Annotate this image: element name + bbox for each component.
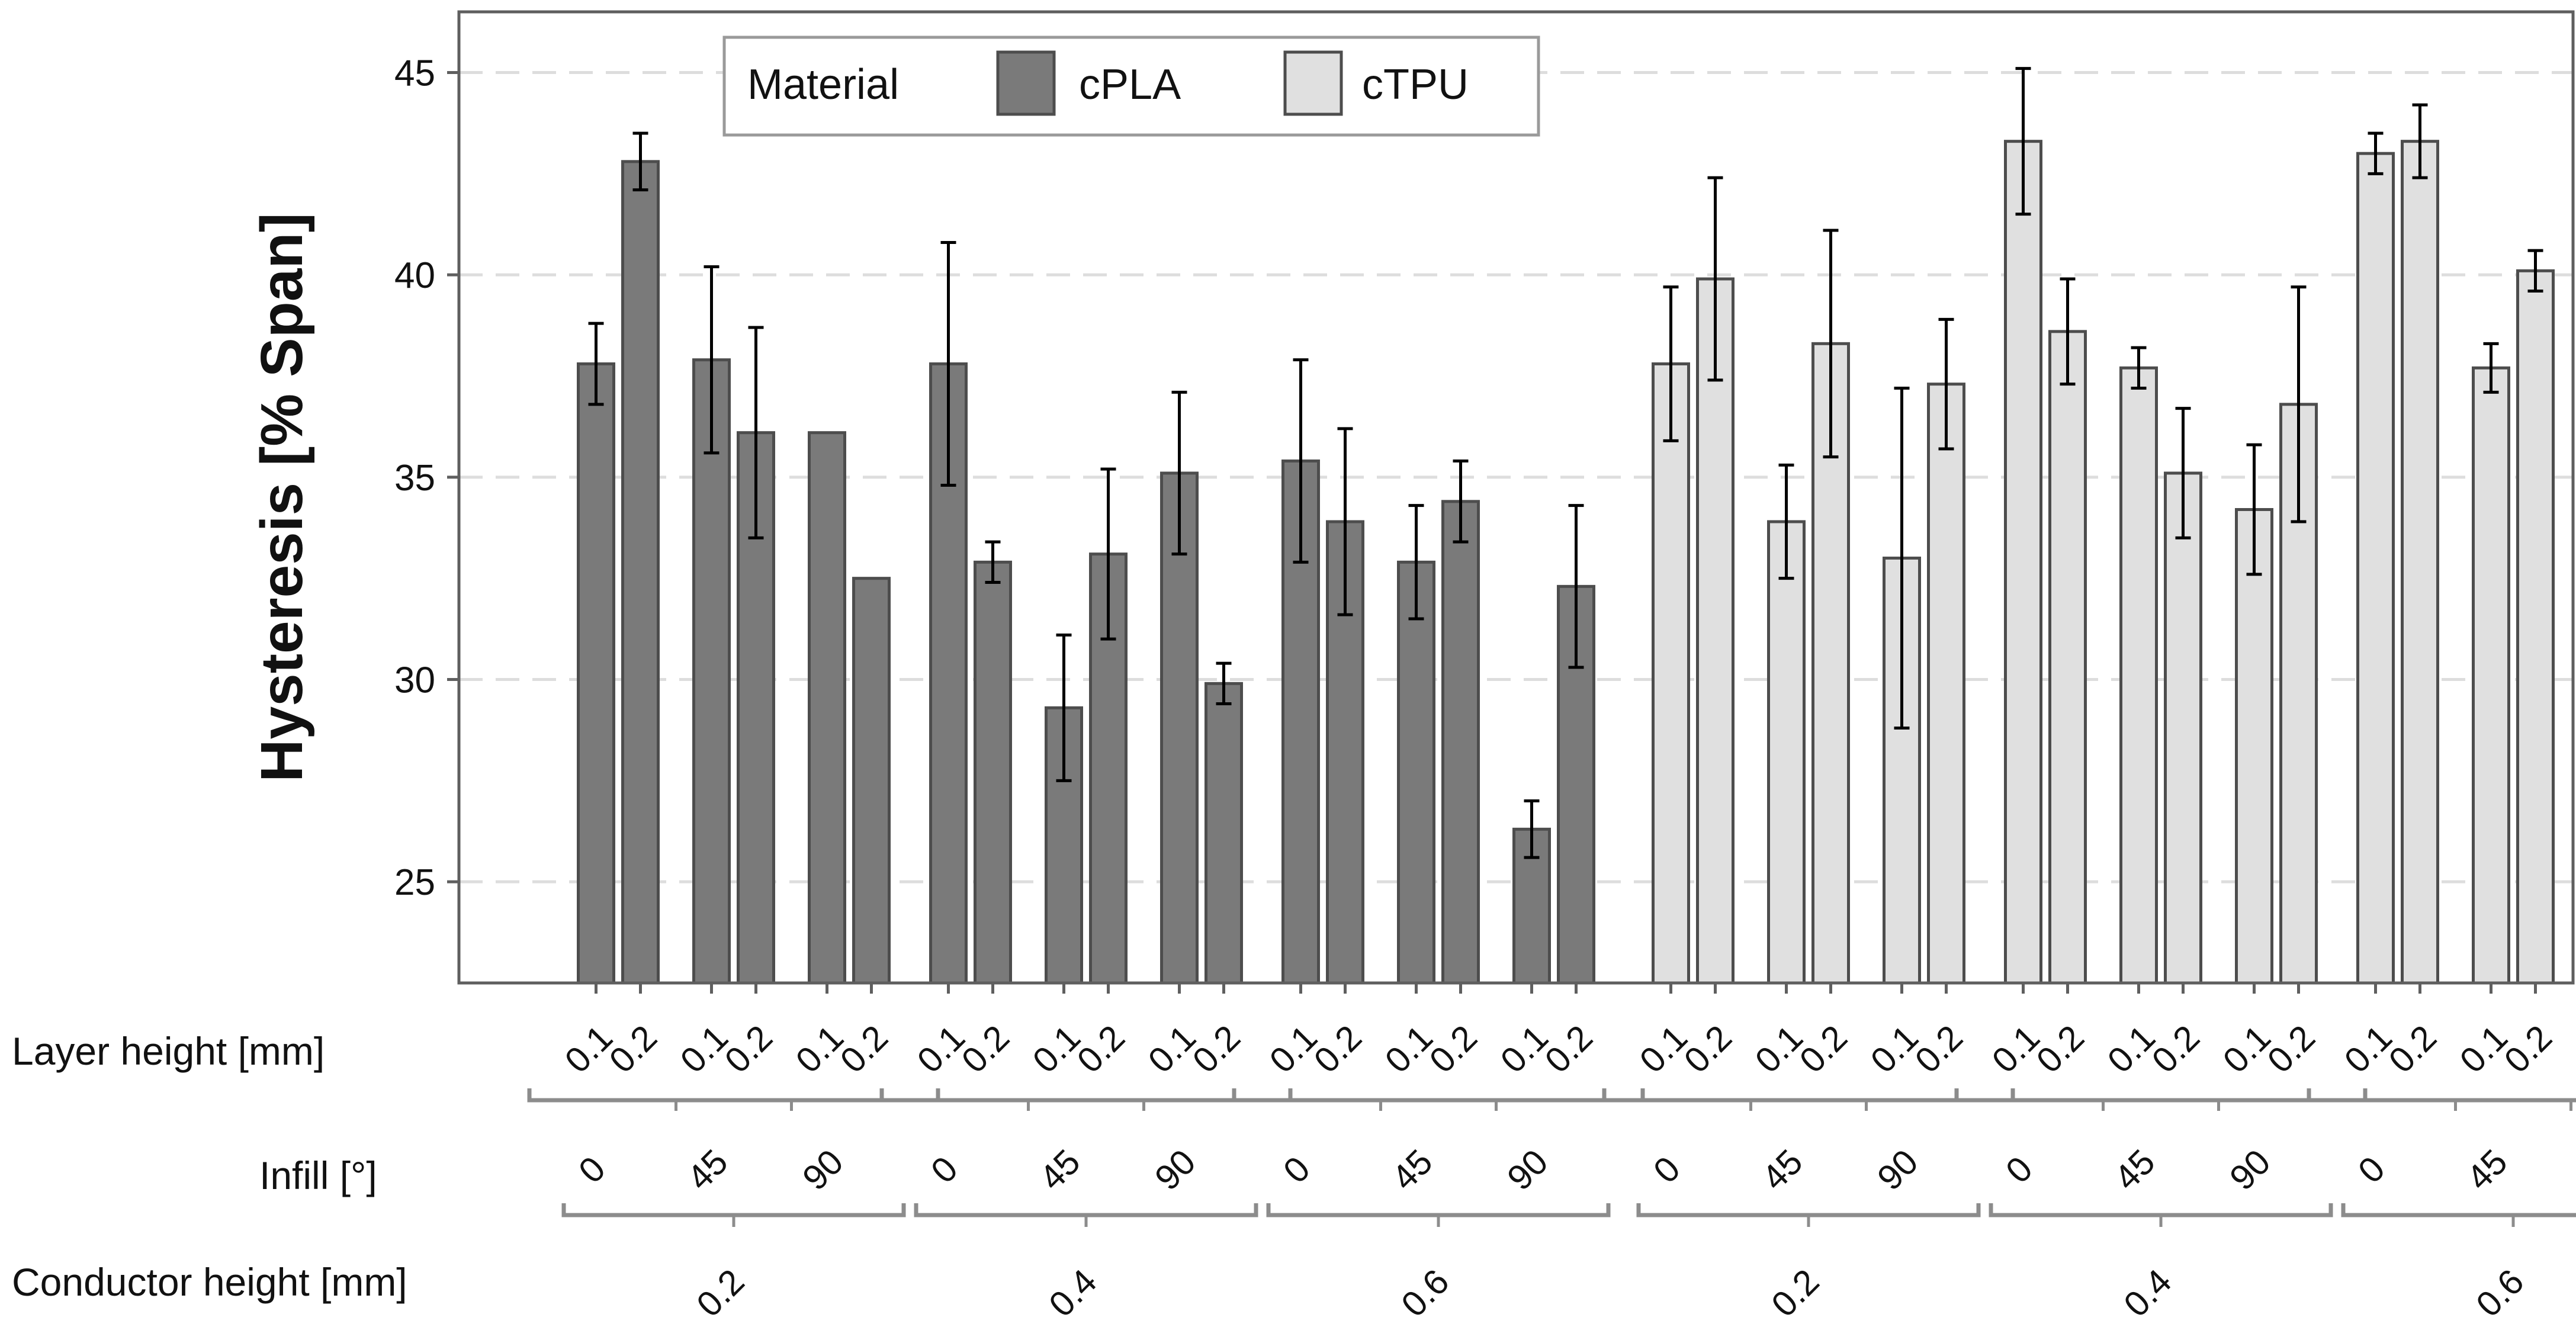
bar-ctpu [2164, 471, 2202, 985]
bar-ctpu [1927, 383, 1965, 985]
bar-ctpu [2235, 508, 2273, 985]
y-tick-label: 40 [394, 255, 435, 296]
layer-bracket [1232, 1088, 1645, 1103]
bar-ctpu [2516, 269, 2555, 985]
layer-height-row-label: Layer height [mm] [12, 1029, 325, 1073]
bar-ctpu [1696, 277, 1735, 985]
bar-cpla [1281, 460, 1320, 985]
layer-bracket [527, 1088, 940, 1103]
plot-panel [457, 10, 2575, 985]
y-tick-label: 25 [394, 862, 435, 903]
bars [577, 140, 2555, 985]
legend-swatch-ctpu [1283, 50, 1343, 116]
bar-ctpu [2119, 366, 2158, 985]
bar-cpla [974, 560, 1012, 985]
bar-cpla [852, 577, 891, 985]
bar-ctpu [1767, 520, 1806, 985]
conductor-height-row-label: Conductor height [mm] [12, 1260, 407, 1304]
legend-swatch-cpla [996, 50, 1056, 116]
bar-ctpu [1652, 362, 1690, 985]
bar-ctpu [2472, 366, 2510, 985]
error-bars [588, 67, 2543, 859]
legend-box [722, 36, 1540, 137]
legend: Material cPLA cTPU [722, 36, 1540, 137]
bar-cpla [577, 362, 615, 985]
bar-ctpu [2356, 152, 2395, 985]
layer-bracket [1602, 1088, 2015, 1103]
y-axis: 25 30 35 40 45 [394, 53, 459, 903]
bar-cpla [808, 431, 846, 985]
layer-bracket [879, 1088, 1293, 1103]
bar-cpla [1397, 560, 1435, 985]
layer-bracket [1954, 1088, 2368, 1103]
layer-bracket [2307, 1088, 2576, 1103]
bar-ctpu [2401, 140, 2439, 985]
legend-label-ctpu: cTPU [1362, 61, 1469, 108]
legend-label-cpla: cPLA [1079, 61, 1181, 108]
y-tick-label: 30 [394, 660, 435, 701]
y-tick-label: 45 [394, 53, 435, 94]
bar-ctpu [2048, 330, 2087, 985]
bar-ctpu [2004, 140, 2042, 985]
bar-cpla [621, 160, 660, 985]
bar-cpla [1205, 682, 1243, 985]
legend-title: Material [747, 61, 899, 108]
infill-row-label: Infill [°] [259, 1154, 377, 1197]
y-axis-title: Hysteresis [% Span] [249, 213, 315, 782]
bar-cpla [1441, 500, 1480, 985]
y-tick-label: 35 [394, 458, 435, 499]
infill-label: 90 [2574, 1142, 2576, 1198]
